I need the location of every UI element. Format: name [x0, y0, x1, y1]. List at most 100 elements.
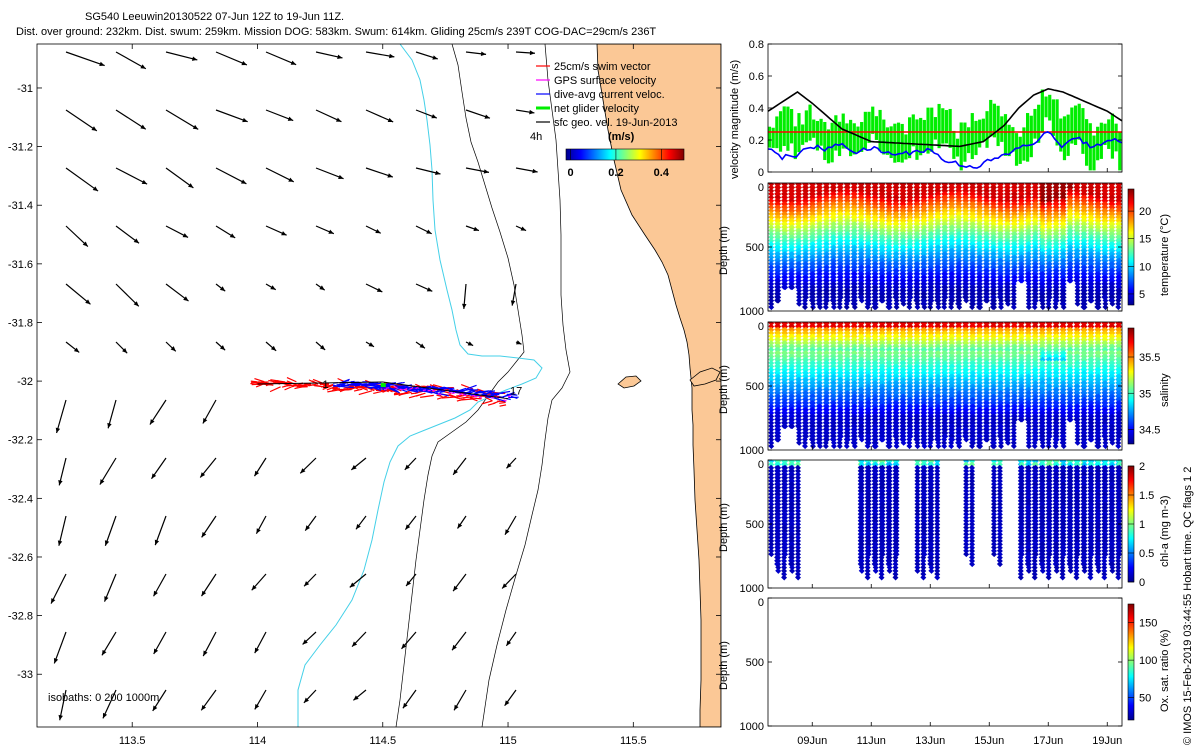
profile-sample	[886, 287, 893, 294]
profile-sample	[865, 257, 872, 264]
profile-sample	[851, 220, 858, 227]
profile-sample	[935, 277, 942, 284]
geo-vector-arrow	[504, 515, 517, 536]
profile-sample	[921, 284, 928, 291]
profile-sample	[837, 257, 844, 264]
profile-sample	[796, 280, 803, 287]
profile-sample	[851, 211, 858, 217]
geo-vector-arrow	[303, 573, 317, 587]
profile-sample	[893, 290, 900, 297]
swim-vector	[459, 398, 473, 401]
profile-sample	[865, 214, 872, 221]
map-x-tick-label: 115.5	[620, 735, 647, 747]
geo-vector-arrow	[65, 283, 91, 305]
profile-sample	[803, 247, 810, 254]
profile-sample	[803, 187, 810, 194]
profile-cast	[935, 183, 942, 311]
profile-sample	[865, 217, 872, 224]
profile-sample	[823, 297, 830, 304]
profile-sample	[775, 250, 782, 257]
profile-sample	[851, 284, 858, 291]
profile-sample	[949, 270, 956, 277]
profile-sample	[796, 214, 803, 221]
profile-sample	[844, 240, 851, 247]
profile-cast	[907, 183, 914, 301]
profile-sample	[816, 237, 823, 244]
geo-vector-arrow	[315, 109, 342, 123]
profile-sample	[844, 204, 851, 211]
dive-avg-current-vector	[493, 397, 506, 402]
profile-sample	[963, 187, 970, 194]
profile-sample	[900, 280, 907, 287]
profile-sample	[816, 257, 823, 264]
profile-cast	[858, 183, 865, 304]
profile-sample	[823, 280, 830, 287]
profile-sample	[823, 287, 830, 294]
map-y-tick-label: -32.8	[8, 611, 33, 623]
profile-sample	[851, 250, 858, 257]
profile-sample	[843, 300, 850, 307]
profile-sample	[768, 304, 775, 311]
swim-vector	[469, 397, 482, 400]
profile-sample	[900, 244, 907, 251]
profile-sample	[796, 217, 803, 224]
geo-vector-arrow	[365, 283, 383, 293]
profile-sample	[949, 187, 956, 194]
profile-sample	[836, 297, 843, 304]
profile-sample	[942, 250, 949, 257]
profile-sample	[914, 260, 921, 267]
geo-vector-arrow	[302, 631, 317, 645]
profile-sample	[816, 214, 823, 221]
profile-sample	[879, 290, 886, 297]
profile-sample	[907, 204, 914, 211]
map-legend: 25cm/s swim vector GPS surface velocity …	[530, 61, 685, 179]
profile-sample	[893, 260, 900, 267]
profile-sample	[872, 194, 879, 201]
profile-sample	[921, 264, 928, 271]
profile-sample	[858, 247, 865, 254]
profile-sample	[942, 227, 949, 234]
profile-sample	[851, 204, 858, 211]
profile-sample	[803, 240, 810, 247]
profile-sample	[914, 240, 921, 247]
profile-sample	[789, 280, 796, 287]
profile-cast	[914, 183, 921, 311]
profile-sample	[865, 254, 872, 261]
profile-sample	[886, 217, 893, 224]
profile-sample	[879, 267, 886, 274]
profile-sample	[823, 204, 830, 211]
profile-sample	[893, 267, 900, 274]
profile-sample	[956, 280, 963, 287]
profile-sample	[844, 277, 851, 284]
profile-sample	[810, 250, 816, 257]
profile-sample	[810, 224, 816, 231]
profile-sample	[768, 284, 775, 291]
profile-sample	[865, 250, 872, 257]
profile-sample	[796, 191, 803, 197]
profile-cast	[921, 183, 928, 311]
profile-sample	[858, 204, 865, 211]
profile-sample	[963, 211, 970, 217]
profile-sample	[928, 183, 935, 187]
profile-sample	[796, 277, 803, 284]
profile-sample	[851, 304, 858, 311]
dive-avg-current-vector	[361, 383, 367, 387]
geo-vector-arrow	[453, 689, 467, 711]
profile-sample	[775, 224, 782, 231]
profile-sample	[851, 234, 858, 241]
profile-sample	[858, 274, 865, 281]
profile-sample	[789, 211, 796, 217]
geo-vector-arrow	[165, 283, 189, 302]
profile-cast	[816, 183, 823, 311]
map-y-tick-label: -33	[17, 669, 33, 681]
swim-vector	[447, 394, 460, 400]
profile-sample	[865, 184, 872, 191]
profile-sample	[768, 227, 775, 234]
dive-avg-current-vector	[465, 384, 477, 390]
profile-sample	[844, 274, 851, 281]
profile-cast	[928, 183, 935, 304]
profile-sample	[942, 183, 949, 187]
profile-sample	[956, 217, 963, 224]
profile-sample	[935, 201, 942, 207]
